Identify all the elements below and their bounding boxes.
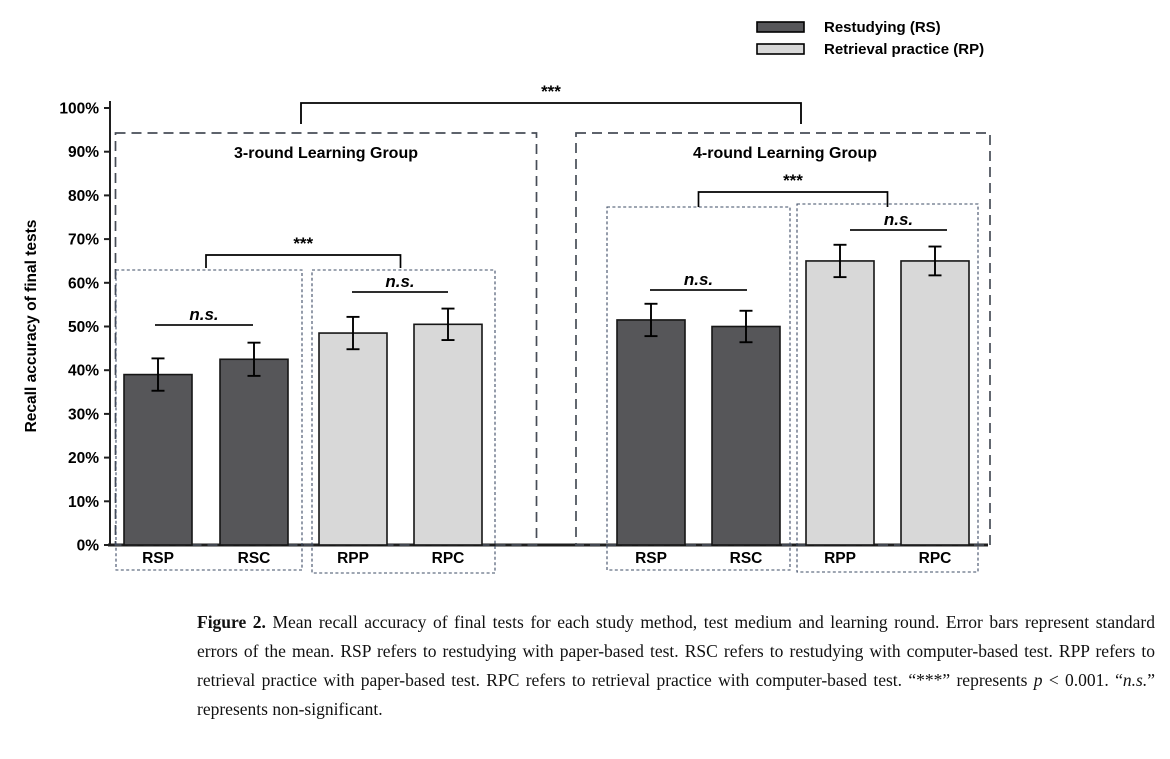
group-title: 3-round Learning Group bbox=[234, 145, 418, 162]
x-tick-label: RPP bbox=[337, 550, 369, 567]
y-tick-label: 10% bbox=[68, 494, 99, 511]
legend-label: Retrieval practice (RP) bbox=[824, 41, 984, 58]
y-tick-label: 50% bbox=[68, 319, 99, 336]
sig-label: *** bbox=[293, 234, 313, 253]
y-tick-label: 80% bbox=[68, 188, 99, 205]
sig-label-between-groups: *** bbox=[541, 82, 561, 101]
legend-swatch-retrieval-practice bbox=[756, 43, 805, 55]
bar-RSC-4round bbox=[711, 325, 781, 546]
ns-label: n.s. bbox=[385, 272, 414, 291]
caption-segment: < 0.001. “ bbox=[1042, 670, 1123, 690]
bar-RSC-3round bbox=[219, 358, 289, 546]
group-box-4-round bbox=[575, 132, 991, 546]
caption-segment: p bbox=[1033, 670, 1043, 690]
ns-label: n.s. bbox=[884, 210, 913, 229]
y-tick-label: 100% bbox=[59, 101, 99, 118]
y-axis-title: Recall accuracy of final tests bbox=[23, 220, 40, 433]
pair-box-4round-rs bbox=[606, 206, 791, 571]
ns-label: n.s. bbox=[189, 305, 218, 324]
bar-RPC-3round bbox=[413, 323, 483, 546]
y-tick-label: 0% bbox=[77, 538, 100, 555]
figure-caption: Figure 2. Mean recall accuracy of final … bbox=[197, 608, 1155, 724]
x-tick-label: RPC bbox=[432, 550, 465, 567]
x-tick-label: RSC bbox=[730, 550, 763, 567]
caption-segment: Mean recall accuracy of final tests for … bbox=[197, 612, 1155, 690]
legend-label: Restudying (RS) bbox=[824, 19, 941, 36]
bar-RSP-3round bbox=[123, 373, 193, 546]
x-tick-label: RSC bbox=[238, 550, 271, 567]
y-tick-label: 70% bbox=[68, 232, 99, 249]
legend-swatch-restudying bbox=[756, 21, 805, 33]
caption-segment: ” represents non-significant. bbox=[197, 670, 1155, 719]
x-tick-label: RSP bbox=[635, 550, 667, 567]
bar-RPC-4round bbox=[900, 260, 970, 546]
sig-bracket-4round bbox=[697, 191, 889, 207]
y-tick-label: 20% bbox=[68, 450, 99, 467]
group-title: 4-round Learning Group bbox=[693, 145, 877, 162]
sig-bracket-3round bbox=[205, 254, 402, 268]
bar-RPP-4round bbox=[805, 260, 875, 546]
pair-box-3round-rs bbox=[115, 269, 303, 571]
y-tick-label: 30% bbox=[68, 406, 99, 423]
bar-RPP-3round bbox=[318, 332, 388, 546]
x-tick-label: RPP bbox=[824, 550, 856, 567]
y-tick-label: 60% bbox=[68, 275, 99, 292]
x-tick-label: RSP bbox=[142, 550, 174, 567]
ns-label: n.s. bbox=[684, 270, 713, 289]
sig-bracket-between-groups bbox=[300, 102, 802, 124]
pair-box-4round-rp bbox=[796, 203, 979, 573]
caption-segment: n.s. bbox=[1122, 670, 1148, 690]
bar-RSP-4round bbox=[616, 319, 686, 546]
y-tick-label: 40% bbox=[68, 363, 99, 380]
recall-accuracy-bar-chart: Restudying (RS) Retrieval practice (RP) 0%… bbox=[23, 19, 991, 574]
x-tick-label: RPC bbox=[919, 550, 952, 567]
y-tick-label: 90% bbox=[68, 144, 99, 161]
sig-label: *** bbox=[783, 171, 803, 190]
caption-segment: Figure 2. bbox=[197, 612, 266, 632]
